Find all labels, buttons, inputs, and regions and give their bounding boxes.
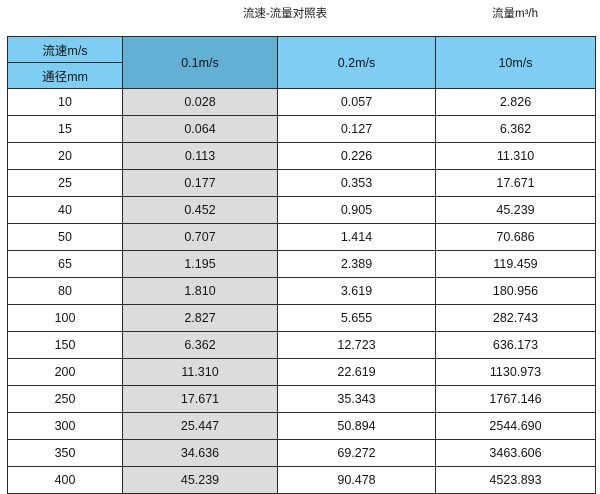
caption-row: 流速-流量对照表 流量m³/h xyxy=(0,0,600,32)
corner-header-diameter-label: 通径mm xyxy=(7,62,123,89)
table-row: 15 0.064 0.127 6.362 xyxy=(7,115,596,143)
cell-nominal-diameter: 150 xyxy=(7,331,123,359)
table-header-row-top: 流速m/s 0.1m/s 0.2m/s 10m/s xyxy=(7,36,596,89)
cell-nominal-diameter: 10 xyxy=(7,88,123,116)
cell-nominal-diameter: 65 xyxy=(7,250,123,278)
cell-flow-rate: 6.362 xyxy=(122,331,278,359)
cell-flow-rate: 282.743 xyxy=(435,304,596,332)
cell-flow-rate: 50.894 xyxy=(277,412,436,440)
cell-flow-rate: 3.619 xyxy=(277,277,436,305)
page-title: 流速-流量对照表 xyxy=(242,8,328,20)
cell-flow-rate: 2.827 xyxy=(122,304,278,332)
table-row: 300 25.447 50.894 2544.690 xyxy=(7,412,596,440)
cell-flow-rate: 1.810 xyxy=(122,277,278,305)
cell-nominal-diameter: 300 xyxy=(7,412,123,440)
cell-nominal-diameter: 20 xyxy=(7,142,123,170)
table-body: 10 0.028 0.057 2.826 15 0.064 0.127 6.362 20 0.11… xyxy=(7,88,596,494)
cell-flow-rate: 0.707 xyxy=(122,223,278,251)
cell-flow-rate: 45.239 xyxy=(122,466,278,494)
table-row: 40 0.452 0.905 45.239 xyxy=(7,196,596,224)
cell-nominal-diameter: 200 xyxy=(7,358,123,386)
cell-flow-rate: 5.655 xyxy=(277,304,436,332)
table-row: 25 0.177 0.353 17.671 xyxy=(7,169,596,197)
cell-flow-rate: 0.113 xyxy=(122,142,278,170)
cell-flow-rate: 22.619 xyxy=(277,358,436,386)
cell-nominal-diameter: 15 xyxy=(7,115,123,143)
table-row: 200 11.310 22.619 1130.973 xyxy=(7,358,596,386)
cell-flow-rate: 1.195 xyxy=(122,250,278,278)
table-row: 20 0.113 0.226 11.310 xyxy=(7,142,596,170)
cell-flow-rate: 69.272 xyxy=(277,439,436,467)
cell-flow-rate: 0.064 xyxy=(122,115,278,143)
table-row: 350 34.636 69.272 3463.606 xyxy=(7,439,596,467)
cell-flow-rate: 1.414 xyxy=(277,223,436,251)
cell-flow-rate: 0.353 xyxy=(277,169,436,197)
cell-flow-rate: 119.459 xyxy=(435,250,596,278)
flow-velocity-table: 流速m/s 0.1m/s 0.2m/s 10m/s 通径mm 10 0.028 0.… xyxy=(7,36,596,494)
cell-nominal-diameter: 400 xyxy=(7,466,123,494)
cell-flow-rate: 70.686 xyxy=(435,223,596,251)
column-header-1: 0.2m/s xyxy=(277,36,436,89)
cell-flow-rate: 0.452 xyxy=(122,196,278,224)
cell-flow-rate: 1767.146 xyxy=(435,385,596,413)
cell-flow-rate: 2.389 xyxy=(277,250,436,278)
cell-flow-rate: 17.671 xyxy=(122,385,278,413)
cell-flow-rate: 11.310 xyxy=(435,142,596,170)
table-row: 250 17.671 35.343 1767.146 xyxy=(7,385,596,413)
cell-flow-rate: 0.905 xyxy=(277,196,436,224)
flow-unit-label: 流量m³/h xyxy=(492,8,538,20)
cell-nominal-diameter: 100 xyxy=(7,304,123,332)
cell-flow-rate: 45.239 xyxy=(435,196,596,224)
cell-flow-rate: 2544.690 xyxy=(435,412,596,440)
cell-flow-rate: 0.028 xyxy=(122,88,278,116)
cell-nominal-diameter: 40 xyxy=(7,196,123,224)
table-row: 150 6.362 12.723 636.173 xyxy=(7,331,596,359)
cell-nominal-diameter: 50 xyxy=(7,223,123,251)
cell-flow-rate: 180.956 xyxy=(435,277,596,305)
cell-flow-rate: 17.671 xyxy=(435,169,596,197)
flow-velocity-table-container: 流速m/s 0.1m/s 0.2m/s 10m/s 通径mm 10 0.028 0.… xyxy=(7,36,596,494)
cell-flow-rate: 1130.973 xyxy=(435,358,596,386)
cell-flow-rate: 0.226 xyxy=(277,142,436,170)
table-row: 400 45.239 90.478 4523.893 xyxy=(7,466,596,494)
cell-flow-rate: 3463.606 xyxy=(435,439,596,467)
cell-flow-rate: 0.057 xyxy=(277,88,436,116)
cell-flow-rate: 0.127 xyxy=(277,115,436,143)
cell-flow-rate: 0.177 xyxy=(122,169,278,197)
column-header-2: 10m/s xyxy=(435,36,596,89)
cell-flow-rate: 34.636 xyxy=(122,439,278,467)
cell-flow-rate: 6.362 xyxy=(435,115,596,143)
cell-flow-rate: 2.826 xyxy=(435,88,596,116)
cell-nominal-diameter: 25 xyxy=(7,169,123,197)
table-header-row-bottom: 通径mm xyxy=(7,62,596,89)
cell-flow-rate: 11.310 xyxy=(122,358,278,386)
cell-nominal-diameter: 80 xyxy=(7,277,123,305)
table-row: 80 1.810 3.619 180.956 xyxy=(7,277,596,305)
table-row: 100 2.827 5.655 282.743 xyxy=(7,304,596,332)
corner-header-velocity-label: 流速m/s xyxy=(7,36,123,63)
table-row: 10 0.028 0.057 2.826 xyxy=(7,88,596,116)
cell-nominal-diameter: 350 xyxy=(7,439,123,467)
cell-flow-rate: 636.173 xyxy=(435,331,596,359)
cell-flow-rate: 35.343 xyxy=(277,385,436,413)
table-header: 流速m/s 0.1m/s 0.2m/s 10m/s 通径mm xyxy=(7,36,596,89)
cell-flow-rate: 4523.893 xyxy=(435,466,596,494)
column-header-0: 0.1m/s xyxy=(122,36,278,89)
table-row: 50 0.707 1.414 70.686 xyxy=(7,223,596,251)
cell-flow-rate: 90.478 xyxy=(277,466,436,494)
cell-flow-rate: 12.723 xyxy=(277,331,436,359)
table-row: 65 1.195 2.389 119.459 xyxy=(7,250,596,278)
cell-nominal-diameter: 250 xyxy=(7,385,123,413)
cell-flow-rate: 25.447 xyxy=(122,412,278,440)
